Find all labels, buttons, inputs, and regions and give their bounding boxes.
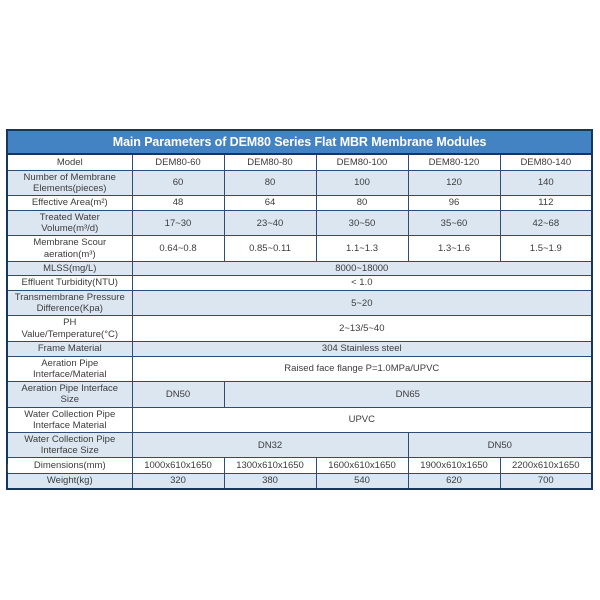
table-row-effective-area: Effective Area(m²) 48 64 80 96 112 <box>6 194 593 211</box>
cell-value: DEM80-140 <box>499 153 593 171</box>
table-row-frame-material: Frame Material 304 Stainless steel <box>6 340 593 357</box>
row-label: Dimensions(mm) <box>6 457 133 475</box>
cell-value: 23~40 <box>223 209 317 237</box>
cell-value: 540 <box>315 473 409 490</box>
cell-value: 2200x610x1650 <box>499 457 593 475</box>
table-row-aeration-pipe-size: Aeration Pipe Interface Size DN50 DN65 <box>6 381 593 408</box>
cell-value: 1.1~1.3 <box>315 235 409 262</box>
cell-value-split: DN65 <box>223 381 593 408</box>
cell-value: DEM80-80 <box>223 153 317 171</box>
cell-value: 30~50 <box>315 209 409 237</box>
cell-value: 1.5~1.9 <box>499 235 593 262</box>
row-label: Aeration Pipe Interface Size <box>6 381 133 408</box>
cell-value: DEM80-100 <box>315 153 409 171</box>
parameters-table: Main Parameters of DEM80 Series Flat MBR… <box>6 129 594 490</box>
cell-value-split: DN32 <box>131 431 409 459</box>
table-row-model: Model DEM80-60 DEM80-80 DEM80-100 DEM80-… <box>6 153 593 171</box>
cell-value: 1.3~1.6 <box>407 235 501 262</box>
border-tick-artifact <box>7 464 8 472</box>
row-label: Model <box>6 153 133 171</box>
cell-value: 17~30 <box>131 209 225 237</box>
cell-value: 1000x610x1650 <box>131 457 225 475</box>
cell-value: DEM80-120 <box>407 153 501 171</box>
table-row-aeration-pipe-material: Aeration Pipe Interface/Material Raised … <box>6 355 593 383</box>
row-label: Weight(kg) <box>6 473 133 490</box>
row-label: Treated Water Volume(m³/d) <box>6 209 133 237</box>
table-row-effluent-turbidity: Effluent Turbidity(NTU) < 1.0 <box>6 274 593 291</box>
cell-value: 380 <box>223 473 317 490</box>
parameters-table-container: Main Parameters of DEM80 Series Flat MBR… <box>6 129 594 490</box>
table-row-mlss: MLSS(mg/L) 8000~18000 <box>6 260 593 276</box>
table-row-water-pipe-material: Water Collection Pipe Interface Material… <box>6 406 593 433</box>
cell-value: 64 <box>223 194 317 211</box>
cell-value: 320 <box>131 473 225 490</box>
table-row-treated-water: Treated Water Volume(m³/d) 17~30 23~40 3… <box>6 209 593 237</box>
cell-value: 1300x610x1650 <box>223 457 317 475</box>
table-row-water-pipe-size: Water Collection Pipe Interface Size DN3… <box>6 431 593 459</box>
table-row-ph-temperature: PH Value/Temperature(°C) 2~13/5~40 <box>6 315 593 342</box>
row-label: PH Value/Temperature(°C) <box>6 315 133 342</box>
cell-value: DEM80-60 <box>131 153 225 171</box>
table-row-weight: Weight(kg) 320 380 540 620 700 <box>6 473 593 490</box>
row-label: Effluent Turbidity(NTU) <box>6 274 133 291</box>
cell-value: 112 <box>499 194 593 211</box>
table-row-dimensions: Dimensions(mm) 1000x610x1650 1300x610x16… <box>6 457 593 475</box>
cell-value: 80 <box>315 194 409 211</box>
cell-value: 700 <box>499 473 593 490</box>
cell-value: 100 <box>315 169 409 196</box>
cell-value-merged: < 1.0 <box>131 274 593 291</box>
table-title-row: Main Parameters of DEM80 Series Flat MBR… <box>6 129 593 155</box>
cell-value: 42~68 <box>499 209 593 237</box>
cell-value-merged: 2~13/5~40 <box>131 315 593 342</box>
row-label: Aeration Pipe Interface/Material <box>6 355 133 383</box>
cell-value-merged: 8000~18000 <box>131 260 593 276</box>
row-label: Water Collection Pipe Interface Size <box>6 431 133 459</box>
cell-value-split: DN50 <box>131 381 225 408</box>
cell-value-split: DN50 <box>407 431 593 459</box>
table-row-membrane-scour: Membrane Scour aeration(m³) 0.64~0.8 0.8… <box>6 235 593 262</box>
cell-value-merged: 5~20 <box>131 289 593 317</box>
cell-value: 80 <box>223 169 317 196</box>
table-title: Main Parameters of DEM80 Series Flat MBR… <box>6 129 593 155</box>
cell-value: 1600x610x1650 <box>315 457 409 475</box>
row-label: Number of Membrane Elements(pieces) <box>6 169 133 196</box>
cell-value: 1900x610x1650 <box>407 457 501 475</box>
cell-value: 96 <box>407 194 501 211</box>
row-label: MLSS(mg/L) <box>6 260 133 276</box>
cell-value: 60 <box>131 169 225 196</box>
cell-value: 120 <box>407 169 501 196</box>
cell-value: 35~60 <box>407 209 501 237</box>
row-label: Transmembrane Pressure Difference(Kpa) <box>6 289 133 317</box>
cell-value: 48 <box>131 194 225 211</box>
cell-value: 0.85~0.11 <box>223 235 317 262</box>
table-row-transmembrane-pressure: Transmembrane Pressure Difference(Kpa) 5… <box>6 289 593 317</box>
row-label: Effective Area(m²) <box>6 194 133 211</box>
table-row-membrane-elements: Number of Membrane Elements(pieces) 60 8… <box>6 169 593 196</box>
cell-value-merged: Raised face flange P=1.0MPa/UPVC <box>131 355 593 383</box>
cell-value: 620 <box>407 473 501 490</box>
row-label: Water Collection Pipe Interface Material <box>6 406 133 433</box>
row-label: Membrane Scour aeration(m³) <box>6 235 133 262</box>
row-label: Frame Material <box>6 340 133 357</box>
cell-value: 0.64~0.8 <box>131 235 225 262</box>
cell-value-merged: UPVC <box>131 406 593 433</box>
cell-value: 140 <box>499 169 593 196</box>
cell-value-merged: 304 Stainless steel <box>131 340 593 357</box>
